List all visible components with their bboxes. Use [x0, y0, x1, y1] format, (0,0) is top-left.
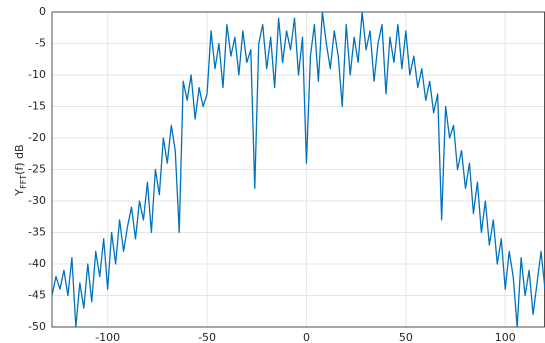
y-label-main: Y — [13, 189, 26, 197]
y-tick-label: -30 — [28, 194, 46, 207]
x-tick-label: 50 — [399, 331, 413, 343]
x-tick-label: -50 — [198, 331, 216, 343]
y-tick-label: -10 — [28, 68, 46, 81]
y-tick-label: -40 — [28, 257, 46, 270]
y-tick-label: -35 — [28, 226, 46, 239]
y-tick-label: -5 — [35, 37, 46, 50]
y-tick-label: -45 — [28, 289, 46, 302]
y-tick-label: 0 — [39, 5, 46, 18]
y-axis-label: YFFT(f) dB — [13, 144, 28, 196]
y-label-sub: FFT — [19, 175, 28, 189]
y-tick-label: -15 — [28, 100, 46, 113]
y-tick-label: -25 — [28, 163, 46, 176]
y-label-rest: (f) dB — [13, 144, 26, 174]
y-tick-label: -50 — [28, 320, 46, 333]
x-tick-label: 0 — [303, 331, 310, 343]
data-line — [51, 11, 545, 328]
x-tick-label: -100 — [95, 331, 120, 343]
y-tick-label: -20 — [28, 131, 46, 144]
x-tick-label: 100 — [495, 331, 516, 343]
